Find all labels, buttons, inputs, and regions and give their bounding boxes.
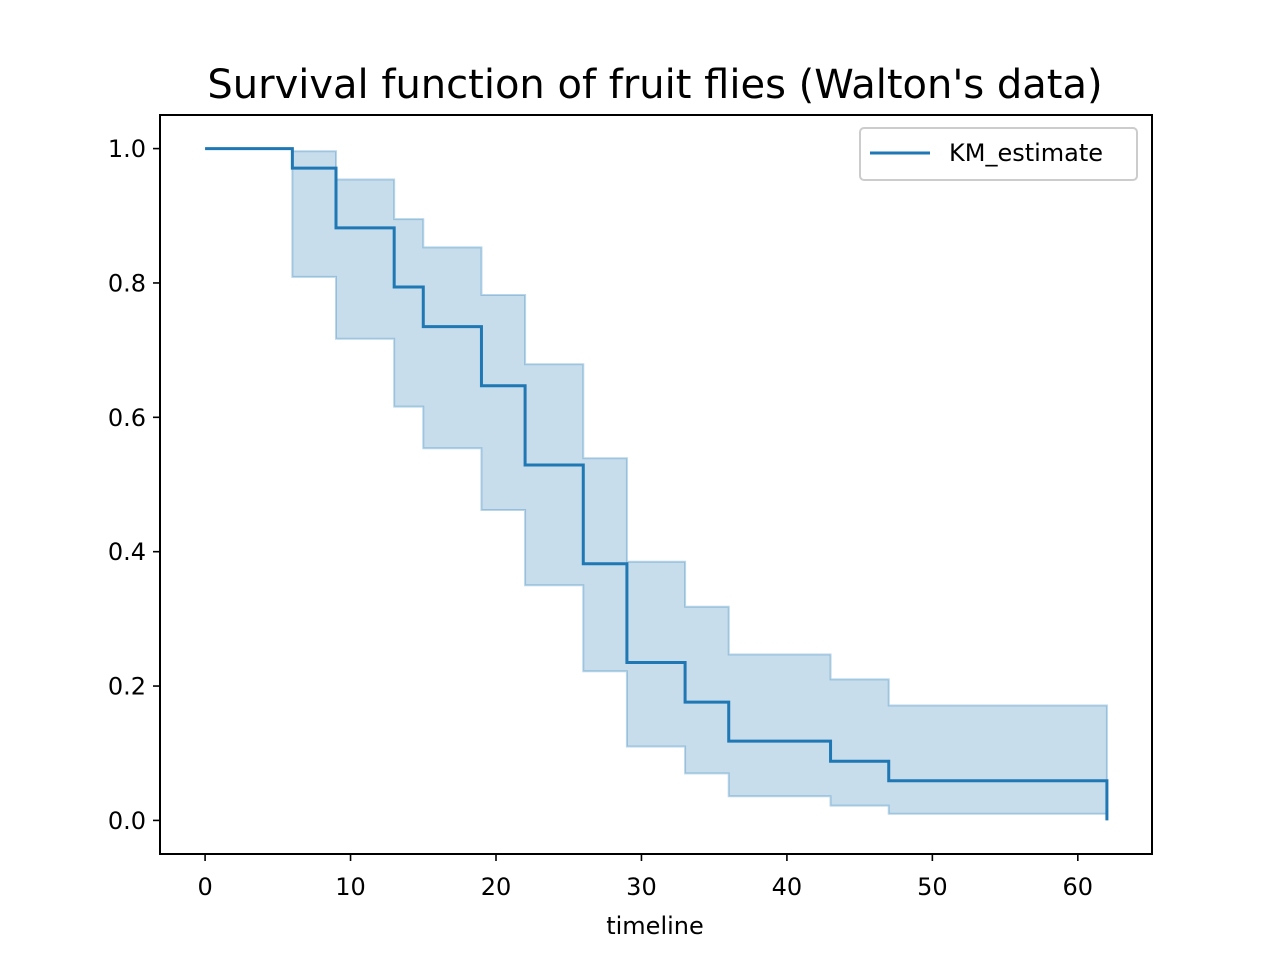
x-tick-label: 0	[197, 873, 212, 901]
legend-label: KM_estimate	[949, 139, 1103, 167]
confidence-band-layer	[205, 147, 1108, 815]
x-axis: 0 10 20 30 40 50 60	[197, 854, 1093, 901]
y-tick-label: 0.8	[108, 269, 146, 297]
x-axis-label: timeline	[606, 912, 704, 940]
x-tick-label: 30	[626, 873, 657, 901]
y-tick-label: 0.0	[108, 807, 146, 835]
x-tick-label: 10	[335, 873, 366, 901]
y-tick-label: 0.6	[108, 404, 146, 432]
x-tick-label: 20	[481, 873, 512, 901]
legend: KM_estimate	[859, 127, 1138, 181]
y-tick-label: 0.4	[108, 538, 146, 566]
chart-title: Survival function of fruit flies (Walton…	[207, 62, 1102, 108]
plot-frame	[159, 114, 1153, 855]
km-estimate-line	[205, 147, 1109, 821]
y-axis: 0.0 0.2 0.4 0.6 0.8 1.0	[108, 135, 160, 835]
y-tick-label: 0.2	[108, 673, 146, 701]
x-tick-label: 40	[772, 873, 803, 901]
confidence-band	[205, 147, 1108, 815]
legend-box	[859, 127, 1138, 181]
y-tick-label: 1.0	[108, 135, 146, 163]
series-line-layer	[205, 147, 1109, 821]
x-tick-label: 60	[1063, 873, 1094, 901]
x-tick-label: 50	[917, 873, 948, 901]
